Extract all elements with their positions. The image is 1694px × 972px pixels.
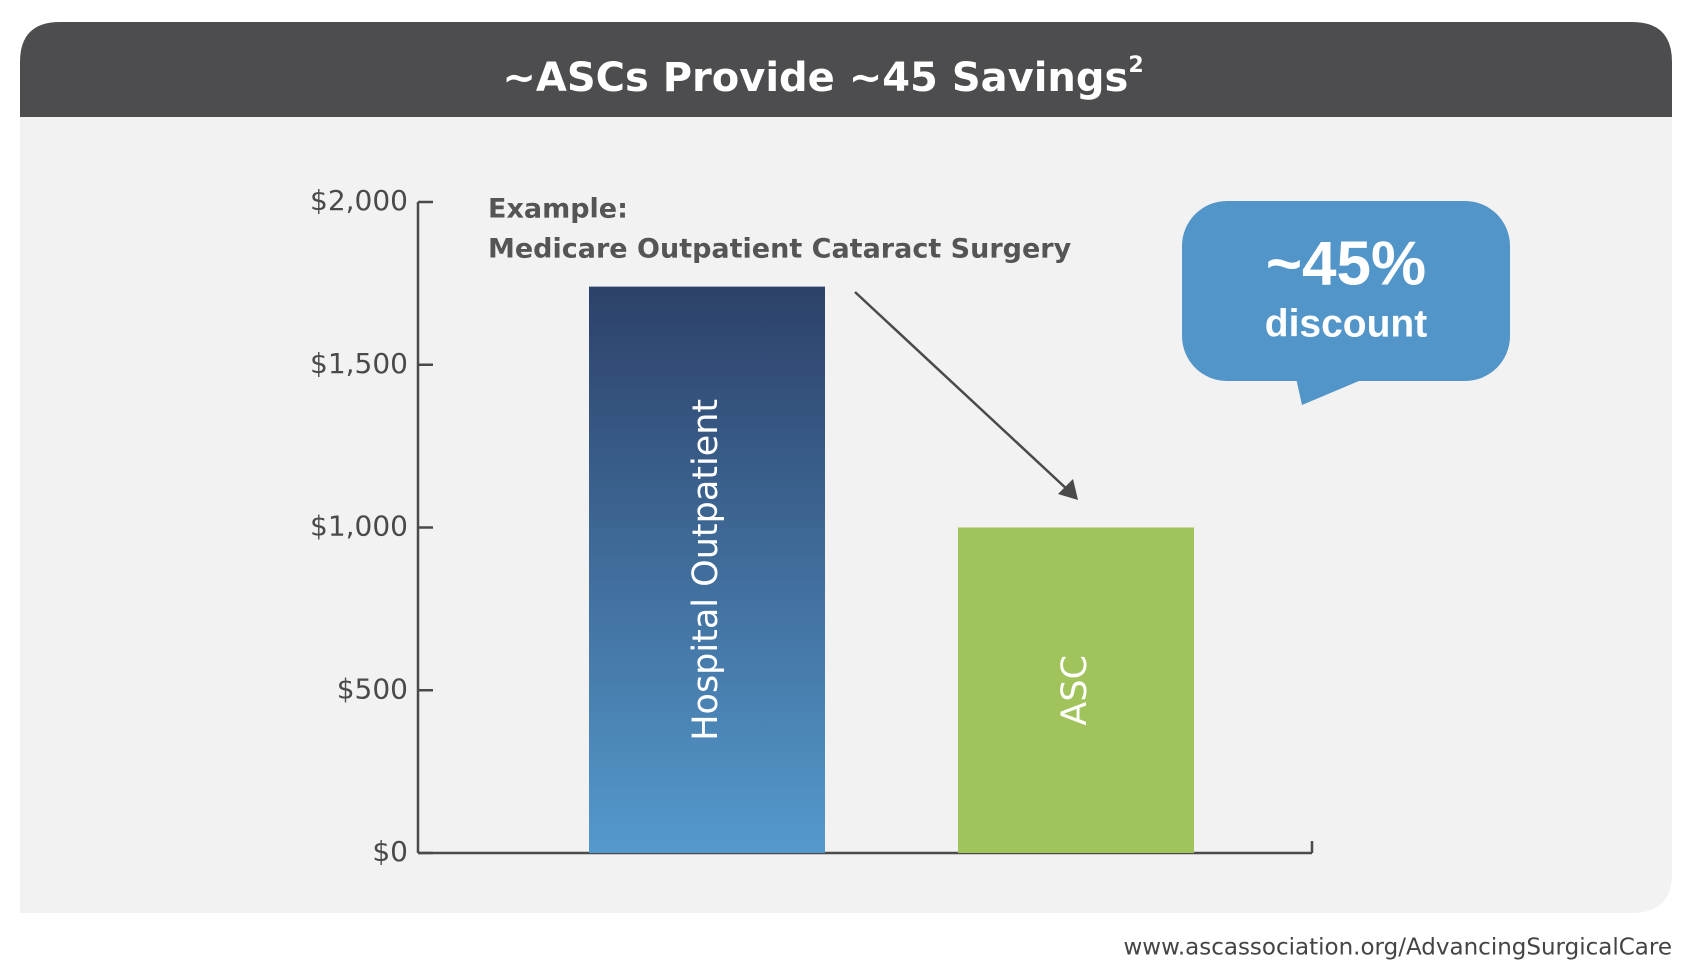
callout-bubble — [1182, 201, 1510, 381]
callout-tail — [1296, 378, 1366, 405]
callout-value: ~45% — [1266, 229, 1426, 298]
arrow-line — [854, 291, 1071, 493]
annotation-line: Example: — [488, 194, 628, 225]
y-tick-label: $0 — [372, 835, 408, 868]
y-tick-label: $1,000 — [310, 510, 408, 543]
callout-label: discount — [1265, 302, 1428, 345]
arrow-head — [1058, 479, 1078, 500]
source: www.ascassociation.org/AdvancingSurgical… — [1124, 935, 1673, 961]
bar — [589, 286, 825, 853]
header-bar — [20, 22, 1672, 117]
chart-title: ~ASCs Provide ~45 Savings2 — [502, 53, 1143, 101]
category-label: ASC — [1055, 655, 1095, 726]
title-text: ~ASCs Provide ~45 Savings — [502, 55, 1128, 101]
category-label: Hospital Outpatient — [686, 399, 726, 741]
annotation-line: Medicare Outpatient Cataract Surgery — [488, 234, 1072, 265]
bar — [958, 527, 1194, 853]
y-tick-label: $500 — [337, 672, 408, 705]
title-note: 2 — [1128, 53, 1143, 78]
y-tick-label: $2,000 — [310, 184, 408, 217]
y-tick-label: $1,500 — [310, 347, 408, 380]
